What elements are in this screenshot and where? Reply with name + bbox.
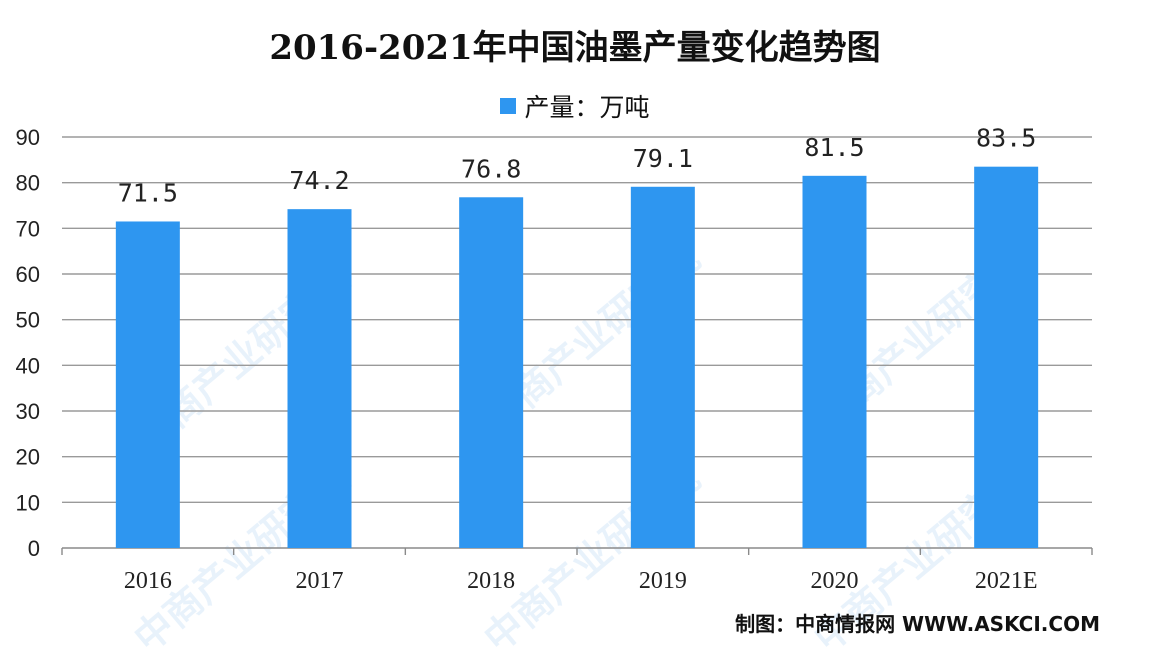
legend-swatch [500, 98, 517, 114]
bar [459, 197, 524, 548]
x-tick-label: 2018 [467, 568, 515, 594]
bar [287, 209, 352, 549]
legend-label: 产量：万吨 [524, 93, 650, 122]
bar [802, 175, 867, 549]
bar [115, 221, 180, 548]
x-tick-label: 2017 [296, 568, 344, 594]
data-label: 83.5 [976, 124, 1036, 153]
y-tick-label: 0 [28, 536, 40, 561]
data-label: 79.1 [633, 144, 693, 173]
y-tick-label: 20 [16, 445, 40, 470]
x-tick-label: 2019 [639, 568, 687, 594]
legend: 产量：万吨 [0, 88, 1150, 124]
y-tick-label: 30 [16, 399, 40, 424]
bar [630, 186, 695, 548]
bar [974, 166, 1039, 548]
y-tick-label: 10 [16, 490, 40, 515]
y-tick-label: 90 [16, 125, 40, 150]
x-tick-label: 2020 [811, 568, 859, 594]
y-tick-label: 80 [16, 171, 40, 196]
data-label: 81.5 [804, 133, 864, 162]
data-label: 74.2 [289, 166, 349, 195]
x-tick-label: 2021E [975, 568, 1038, 594]
source-credit: 制图：中商情报网 WWW.ASKCI.COM [735, 612, 1100, 636]
y-tick-label: 70 [16, 216, 40, 241]
y-tick-label: 50 [16, 308, 40, 333]
data-label: 76.8 [461, 154, 521, 183]
data-label: 71.5 [118, 178, 178, 207]
chart-title: 2016-2021年中国油墨产量变化趋势图 [269, 28, 881, 68]
y-tick-label: 60 [16, 262, 40, 287]
y-tick-label: 40 [16, 353, 40, 378]
x-tick-label: 2016 [124, 568, 172, 594]
